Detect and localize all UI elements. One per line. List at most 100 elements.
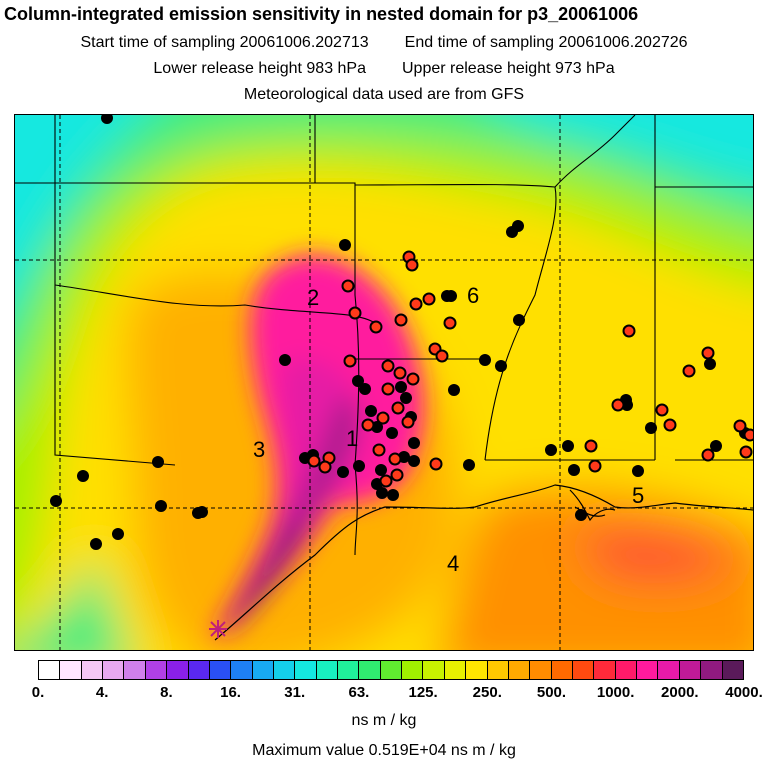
marker-red <box>376 411 390 425</box>
color-scale-cell <box>508 661 531 679</box>
marker-black <box>337 466 349 478</box>
marker-red <box>361 418 375 432</box>
color-scale-cell <box>295 661 317 679</box>
marker-red <box>682 364 696 378</box>
marker-black <box>386 427 398 439</box>
marker-black <box>408 437 420 449</box>
color-scale-cell <box>530 661 552 679</box>
marker-red <box>701 346 715 360</box>
color-scale-tick-label: 16. <box>220 684 241 701</box>
color-scale-tick-label: 0. <box>31 684 45 701</box>
marker-red <box>663 418 677 432</box>
color-scale-tick-label: 2000. <box>661 684 699 701</box>
marker-black <box>545 444 557 456</box>
release-point-marker <box>209 620 227 638</box>
marker-red <box>405 258 419 272</box>
marker-black <box>513 314 525 326</box>
marker-black <box>112 528 124 540</box>
marker-red <box>391 401 405 415</box>
figure-title: Column-integrated emission sensitivity i… <box>4 4 639 24</box>
marker-black <box>575 509 587 521</box>
marker-red <box>739 445 753 459</box>
color-scale-cell <box>551 661 573 679</box>
marker-red <box>369 320 383 334</box>
marker-red <box>622 324 636 338</box>
marker-black <box>77 470 89 482</box>
color-scale-tick-label: 4. <box>95 684 109 701</box>
marker-black <box>704 358 716 370</box>
marker-black <box>359 383 371 395</box>
color-scale-cell <box>273 661 296 679</box>
marker-black <box>562 440 574 452</box>
color-scale-tick-label: 1000. <box>596 684 635 701</box>
color-scale-cell <box>167 661 189 679</box>
color-scale-cell <box>316 661 339 679</box>
marker-black <box>512 220 524 232</box>
marker-black <box>376 487 388 499</box>
region-label-6: 6 <box>467 283 479 308</box>
marker-red <box>390 468 404 482</box>
marker-red <box>343 354 357 368</box>
sensitivity-map: 1 2 3 4 5 6 <box>14 114 754 651</box>
marker-red <box>379 474 393 488</box>
color-scale-cell <box>466 661 488 679</box>
region-label-4: 4 <box>447 551 459 576</box>
marker-black <box>463 459 475 471</box>
marker-black <box>710 440 722 452</box>
color-scale-cell <box>722 661 743 679</box>
color-scale-cell <box>701 661 723 679</box>
color-scale-cell <box>145 661 168 679</box>
color-scale-tick-label: 63. <box>348 684 370 701</box>
color-scale-cell <box>380 661 403 679</box>
marker-red <box>372 443 386 457</box>
marker-red <box>655 403 669 417</box>
region-label-5: 5 <box>632 483 644 508</box>
marker-red <box>348 306 362 320</box>
color-scale-cell <box>252 661 274 679</box>
end-time-label: End time of sampling 20061006.202726 <box>404 34 688 51</box>
marker-black <box>408 455 420 467</box>
color-scale-cell <box>487 661 509 679</box>
color-scale-cell <box>658 661 680 679</box>
marker-black <box>375 464 387 476</box>
marker-red <box>393 366 407 380</box>
marker-black <box>155 500 167 512</box>
color-scale-cell <box>679 661 702 679</box>
marker-black <box>339 239 351 251</box>
color-scale-cell <box>188 661 210 679</box>
marker-red <box>743 428 753 442</box>
marker-black <box>90 538 102 550</box>
marker-red <box>435 349 449 363</box>
color-scale-cell <box>637 661 659 679</box>
marker-black <box>152 456 164 468</box>
color-scale-cell <box>423 661 445 679</box>
marker-red <box>611 398 625 412</box>
marker-red <box>401 415 415 429</box>
color-scale-cell <box>572 661 595 679</box>
upper-release-label: Upper release height 973 hPa <box>402 60 615 77</box>
color-scale-cell <box>231 661 253 679</box>
marker-red <box>584 439 598 453</box>
color-scale-bar <box>38 660 744 680</box>
units-label: ns m / kg <box>351 712 417 729</box>
color-scale-tick-label: 4000. <box>725 684 763 701</box>
region-label-2: 2 <box>307 285 319 310</box>
marker-black <box>279 354 291 366</box>
marker-black <box>101 115 113 124</box>
color-scale-cell <box>594 661 616 679</box>
marker-red <box>701 448 715 462</box>
sampling-time-line: Start time of sampling 20061006.202713 En… <box>0 34 768 52</box>
color-scale-tick-label: 500. <box>536 684 567 701</box>
grid-lines <box>15 115 753 650</box>
marker-red <box>381 382 395 396</box>
marker-black <box>395 381 407 393</box>
marker-red <box>381 359 395 373</box>
marker-black <box>479 354 491 366</box>
marker-black <box>445 290 457 302</box>
color-scale-tick-label: 125. <box>408 684 438 701</box>
color-scale-cell <box>60 661 82 679</box>
region-label-3: 3 <box>253 437 265 462</box>
color-scale-cell <box>402 661 424 679</box>
marker-black <box>352 375 364 387</box>
color-scale-cell <box>81 661 104 679</box>
